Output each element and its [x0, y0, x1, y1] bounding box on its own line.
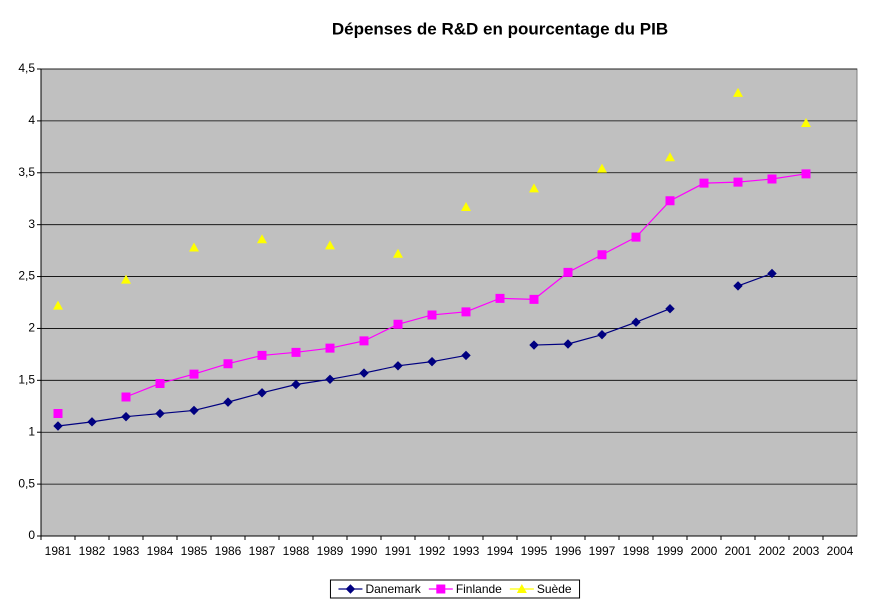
legend-marker — [516, 584, 527, 593]
marker — [563, 339, 573, 349]
marker — [665, 304, 675, 314]
marker — [631, 317, 641, 327]
marker — [597, 250, 607, 260]
x-tick-label: 2002 — [759, 544, 786, 558]
marker — [121, 411, 131, 422]
marker — [189, 369, 199, 379]
marker — [665, 152, 675, 162]
marker — [801, 169, 811, 179]
x-tick-label: 1994 — [487, 544, 514, 558]
marker — [665, 196, 675, 206]
marker — [733, 281, 743, 291]
y-tick-label: 4,5 — [18, 61, 35, 75]
x-tick-label: 1995 — [521, 544, 548, 558]
marker — [631, 232, 641, 242]
marker — [53, 421, 63, 431]
marker — [53, 300, 63, 310]
marker — [529, 183, 539, 193]
marker — [767, 174, 777, 184]
y-tick-label: 3,5 — [18, 165, 35, 179]
marker — [189, 242, 199, 252]
marker — [325, 343, 335, 353]
marker — [121, 392, 131, 402]
marker — [291, 379, 301, 390]
y-tick-label: 4 — [28, 113, 35, 127]
x-tick-label: 1990 — [351, 544, 378, 558]
marker — [359, 336, 369, 346]
legend-label: Suède — [537, 582, 572, 596]
chart-title: Dépenses de R&D en pourcentage du PIB — [332, 19, 668, 38]
marker — [53, 409, 63, 419]
x-tick-label: 1988 — [283, 544, 310, 558]
x-tick-label: 2000 — [691, 544, 718, 558]
marker — [495, 293, 505, 303]
legend-label: Danemark — [365, 582, 421, 596]
x-tick-label: 1997 — [589, 544, 616, 558]
marker — [461, 350, 471, 361]
marker — [427, 310, 437, 320]
x-tick-label: 2001 — [725, 544, 752, 558]
x-tick-label: 1993 — [453, 544, 480, 558]
x-tick-label: 1989 — [317, 544, 344, 558]
marker — [393, 319, 403, 329]
x-tick-label: 1992 — [419, 544, 446, 558]
marker — [155, 378, 165, 388]
marker — [223, 359, 233, 369]
marker — [393, 248, 403, 258]
y-tick-label: 0,5 — [18, 476, 35, 490]
x-tick-label: 1996 — [555, 544, 582, 558]
marker — [461, 202, 471, 212]
marker — [87, 417, 97, 427]
x-tick-label: 1985 — [181, 544, 208, 558]
x-tick-label: 1998 — [623, 544, 650, 558]
marker — [733, 87, 743, 97]
y-tick-label: 1 — [28, 424, 35, 438]
x-tick-label: 2004 — [827, 544, 854, 558]
marker — [597, 329, 607, 340]
marker — [121, 274, 131, 284]
marker — [393, 361, 403, 371]
x-tick-label: 1991 — [385, 544, 412, 558]
marker — [325, 240, 335, 250]
marker — [529, 340, 539, 350]
legend: Danemark Finlande Suède — [329, 579, 581, 599]
x-tick-label: 1982 — [79, 544, 106, 558]
x-tick-label: 1984 — [147, 544, 174, 558]
marker — [461, 307, 471, 317]
plot-area — [40, 68, 858, 537]
marker — [767, 268, 777, 279]
y-tick-label: 1,5 — [18, 373, 35, 387]
legend-label: Finlande — [456, 582, 502, 596]
legend-marker — [436, 584, 446, 594]
y-tick-label: 0 — [28, 528, 35, 542]
marker — [733, 177, 743, 187]
marker — [597, 163, 607, 173]
marker — [325, 374, 335, 385]
marker — [563, 267, 573, 277]
legend-marker — [345, 584, 356, 594]
marker — [699, 178, 709, 188]
legend-box — [329, 579, 581, 599]
marker — [801, 117, 811, 127]
x-tick-label: 1987 — [249, 544, 276, 558]
marker — [155, 408, 165, 419]
marker — [257, 234, 267, 244]
marker — [529, 294, 539, 304]
x-tick-label: 1999 — [657, 544, 684, 558]
marker — [291, 347, 301, 357]
y-tick-label: 2 — [28, 321, 35, 335]
y-tick-label: 3 — [28, 217, 35, 231]
y-tick-label: 2,5 — [18, 269, 35, 283]
x-tick-label: 1986 — [215, 544, 242, 558]
x-tick-label: 1983 — [113, 544, 140, 558]
marker — [257, 350, 267, 360]
marker — [223, 397, 233, 407]
x-tick-label: 2003 — [793, 544, 820, 558]
marker — [427, 356, 437, 367]
marker — [189, 405, 199, 416]
marker — [257, 388, 267, 398]
marker — [359, 368, 369, 378]
x-tick-label: 1981 — [45, 544, 72, 558]
